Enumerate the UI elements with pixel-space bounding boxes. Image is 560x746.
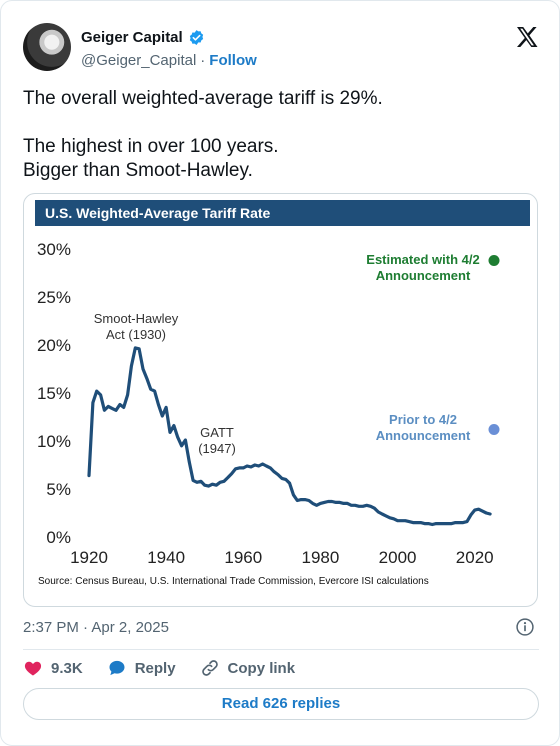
x-tick-label: 2020	[456, 548, 494, 567]
copy-link-label: Copy link	[227, 659, 296, 677]
y-tick-label: 30%	[37, 240, 71, 259]
copy-link-button[interactable]: Copy link	[200, 658, 296, 678]
tweet-date: Apr 2, 2025	[91, 619, 169, 636]
point-label: Announcement	[376, 428, 471, 443]
author-handle[interactable]: @Geiger_Capital	[81, 52, 197, 69]
annotation-label: Act (1930)	[106, 327, 166, 342]
tweet-time: 2:37 PM	[23, 619, 79, 636]
reply-button[interactable]: Reply	[107, 658, 176, 678]
x-tick-label: 1940	[147, 548, 185, 567]
info-icon[interactable]	[515, 617, 535, 637]
y-tick-label: 20%	[37, 336, 71, 355]
chart-source: Source: Census Bureau, U.S. Internationa…	[38, 576, 429, 587]
estimate-point	[488, 255, 500, 267]
handle-separator: ·	[200, 52, 206, 69]
x-tick-label: 1960	[224, 548, 262, 567]
like-count: 9.3K	[51, 659, 83, 677]
point-label: Prior to 4/2	[389, 412, 457, 427]
follow-button[interactable]: Follow	[209, 52, 257, 69]
x-tick-label: 2000	[379, 548, 417, 567]
x-tick-label: 1980	[302, 548, 340, 567]
x-logo-icon[interactable]	[515, 25, 539, 49]
action-bar: 9.3K Reply Copy link	[23, 657, 319, 679]
tweet-text: The overall weighted-average tariff is 2…	[23, 87, 538, 183]
y-tick-label: 5%	[46, 480, 71, 499]
time-separator: ·	[83, 619, 89, 636]
read-replies-button[interactable]: Read 626 replies	[23, 688, 539, 720]
annotation-label: Smoot-Hawley	[94, 311, 179, 326]
link-icon	[201, 660, 218, 676]
estimate-point	[488, 423, 500, 435]
author-name[interactable]: Geiger Capital	[81, 29, 183, 46]
reply-label: Reply	[134, 659, 176, 677]
author-name-row: Geiger Capital	[81, 29, 205, 46]
point-label: Estimated with 4/2	[366, 252, 479, 267]
tweet-line: Bigger than Smoot-Hawley.	[23, 160, 253, 181]
timestamp[interactable]: 2:37 PM · Apr 2, 2025	[23, 619, 169, 636]
avatar[interactable]	[23, 23, 71, 71]
y-tick-label: 0%	[46, 528, 71, 547]
tweet-line: The highest in over 100 years.	[23, 136, 279, 157]
like-button[interactable]: 9.3K	[23, 658, 83, 678]
point-label: Announcement	[376, 268, 471, 283]
y-tick-label: 10%	[37, 432, 71, 451]
chart-image[interactable]: U.S. Weighted-Average Tariff Rate 0% 5% 10…	[23, 193, 538, 607]
chart-title: U.S. Weighted-Average Tariff Rate	[35, 200, 530, 226]
x-tick-label: 1920	[70, 548, 108, 567]
divider	[23, 649, 539, 650]
reply-bubble-icon	[109, 660, 125, 676]
y-tick-label: 25%	[37, 288, 71, 307]
y-tick-label: 15%	[37, 384, 71, 403]
annotation-label: GATT	[200, 425, 234, 440]
annotation-label: (1947)	[198, 441, 236, 456]
tariff-chart: 0% 5% 10% 15% 20% 25% 30% 1920 1940 1960 1980 2000 2…	[37, 240, 500, 567]
author-handle-row: @Geiger_Capital · Follow	[81, 52, 257, 69]
series-line	[87, 346, 492, 527]
tweet-header: Geiger Capital @Geiger_Capital · Follow	[23, 21, 543, 73]
verified-badge-icon	[189, 30, 203, 45]
heart-icon	[24, 661, 42, 676]
tweet-line: The overall weighted-average tariff is 2…	[23, 88, 383, 109]
